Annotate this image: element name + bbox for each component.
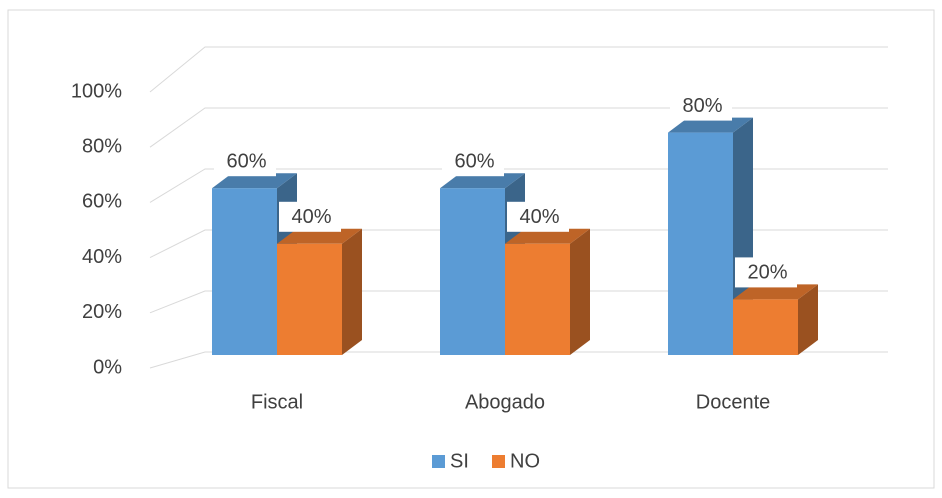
- value-label-bg: [214, 146, 276, 177]
- value-label: 80%: [682, 95, 722, 117]
- y-tick-label: 100%: [71, 80, 122, 102]
- bar-top: [733, 284, 818, 300]
- bar: [733, 299, 798, 355]
- value-label-bg: [670, 90, 732, 121]
- grid-line: [149, 290, 888, 314]
- y-tick-label: 20%: [82, 301, 122, 323]
- legend-swatch: [432, 455, 445, 468]
- bar: [668, 132, 733, 355]
- value-label: 40%: [291, 206, 331, 228]
- bar: [505, 243, 570, 355]
- bar-top: [277, 228, 362, 244]
- grid-line: [149, 229, 888, 259]
- bar: [277, 243, 342, 355]
- x-tick-label: Abogado: [465, 391, 545, 413]
- bar-top: [668, 117, 753, 133]
- bar-top: [505, 228, 590, 244]
- value-label-bg: [507, 201, 569, 232]
- value-label-bg: [279, 201, 341, 232]
- value-label: 60%: [454, 150, 494, 172]
- bar: [440, 188, 505, 355]
- y-tick-label: 60%: [82, 191, 122, 213]
- grid-line: [149, 351, 888, 369]
- value-label: 20%: [747, 262, 787, 284]
- y-tick-label: 80%: [82, 135, 122, 157]
- bar-top: [440, 173, 525, 189]
- bar: [212, 188, 277, 355]
- x-tick-label: Fiscal: [251, 391, 303, 413]
- bar-side: [798, 284, 818, 355]
- legend-swatch: [492, 455, 505, 468]
- y-tick-label: 40%: [82, 246, 122, 268]
- bar-side: [570, 228, 590, 355]
- legend-label: NO: [510, 450, 540, 472]
- value-label-bg: [735, 257, 797, 288]
- grid-line: [149, 168, 888, 203]
- y-tick-label: 0%: [93, 356, 122, 378]
- value-label: 60%: [226, 150, 266, 172]
- legend-label: SI: [450, 450, 469, 472]
- grid-line: [149, 46, 888, 93]
- value-label: 40%: [519, 206, 559, 228]
- grid-line: [149, 107, 888, 148]
- x-tick-label: Docente: [696, 391, 771, 413]
- bar-top: [212, 173, 297, 189]
- bar-side: [342, 228, 362, 355]
- value-label-bg: [442, 146, 504, 177]
